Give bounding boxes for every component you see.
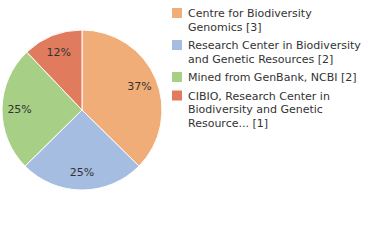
legend-swatch bbox=[172, 40, 182, 50]
data-label: 25% bbox=[7, 103, 31, 116]
legend-swatch bbox=[172, 8, 182, 18]
pie bbox=[2, 30, 162, 190]
legend-label: CIBIO, Research Center inBiodiversity an… bbox=[188, 90, 330, 130]
data-label: 12% bbox=[47, 46, 71, 59]
slice bbox=[27, 30, 82, 110]
data-label: 25% bbox=[70, 166, 94, 179]
legend: Centre for BiodiversityGenomics [3] Resea… bbox=[172, 7, 361, 130]
data-labels: 37% 25% 25% 12% bbox=[7, 46, 151, 179]
legend-label: Mined from GenBank, NCBI [2] bbox=[188, 71, 357, 84]
legend-swatch bbox=[172, 91, 182, 101]
chart: 37% 25% 25% 12% Centre for BiodiversityGenom… bbox=[0, 0, 380, 240]
legend-label: Centre for BiodiversityGenomics [3] bbox=[188, 7, 312, 34]
data-label: 37% bbox=[127, 80, 151, 93]
legend-swatch bbox=[172, 72, 182, 82]
legend-label: Research Center in Biodiversityand Genet… bbox=[188, 39, 361, 66]
